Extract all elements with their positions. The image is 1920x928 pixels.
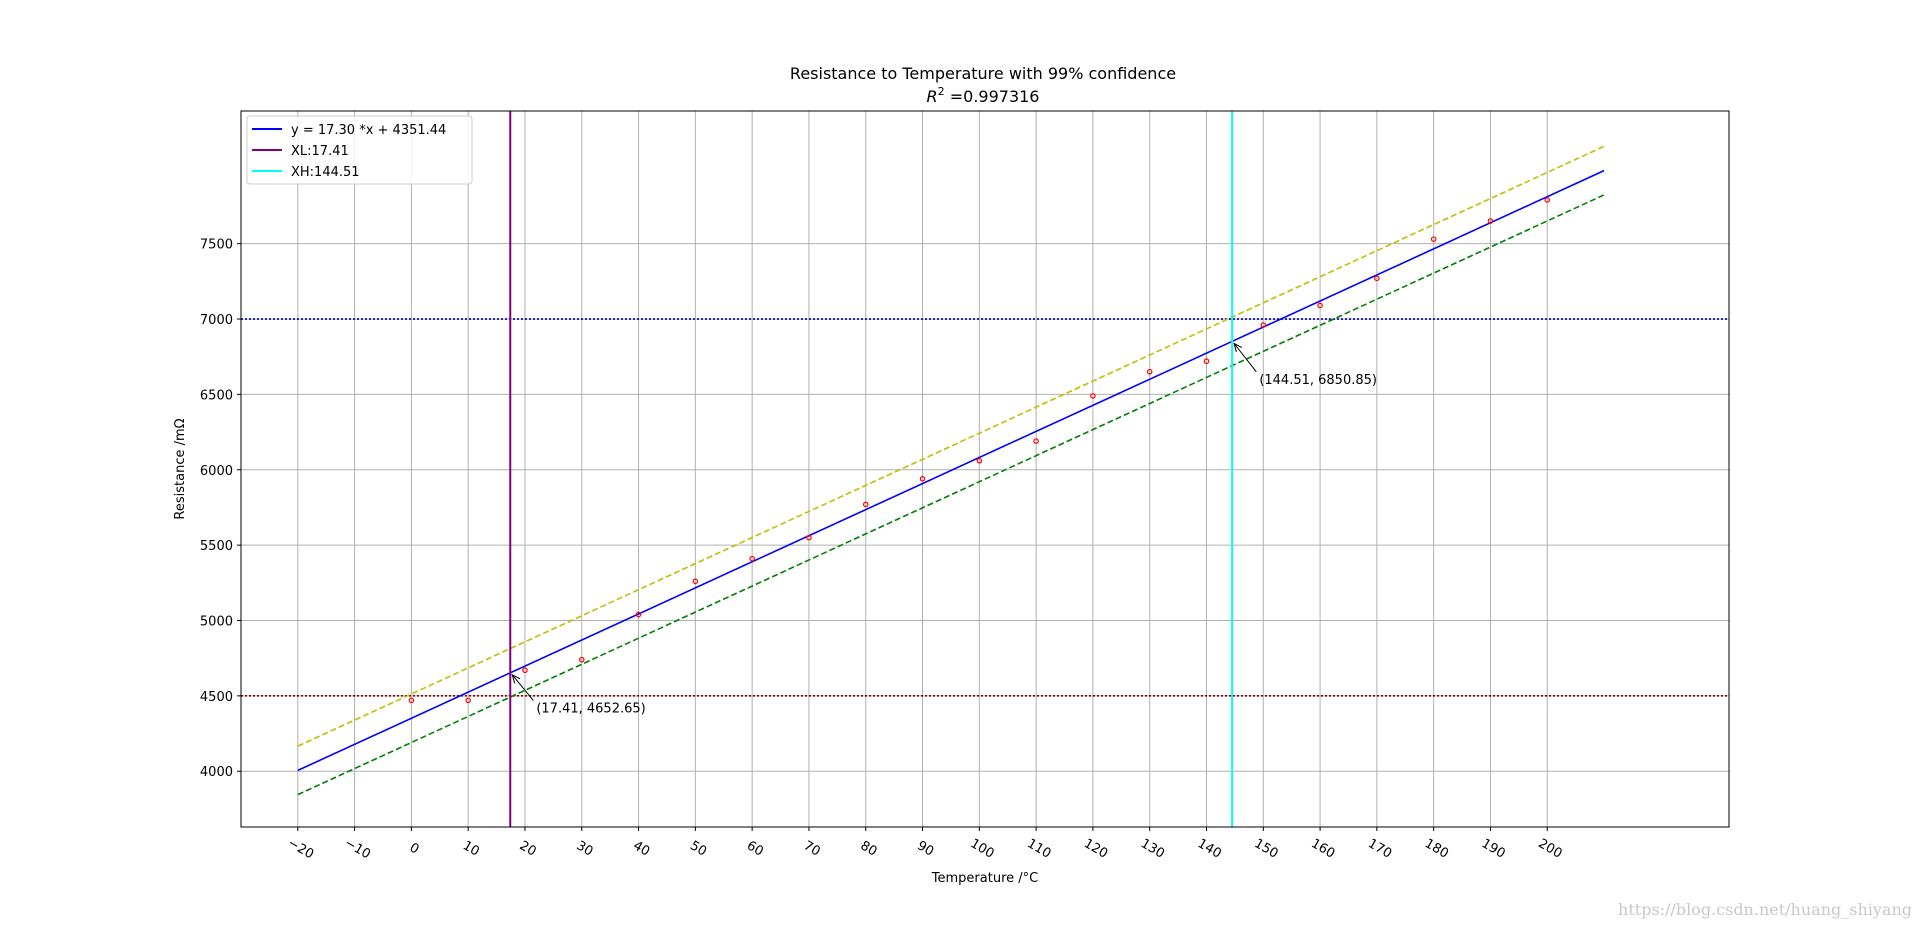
- chart-title-text: Resistance to Temperature with 99% confi…: [790, 64, 1176, 83]
- annotation-arrow-shaft: [511, 674, 534, 701]
- x-tick-label: 80: [858, 838, 880, 859]
- legend: y = 17.30 *x + 4351.44 XL:17.41 XH:144.5…: [246, 115, 473, 185]
- data-point: [465, 697, 471, 704]
- data-point: [862, 501, 869, 508]
- data-point: [1203, 358, 1210, 365]
- r-squared-superscript: 2: [938, 85, 945, 98]
- chart-subtitle: R2 =0.997316: [927, 85, 1040, 106]
- data-point: [1487, 218, 1494, 224]
- data-point: [1544, 197, 1551, 203]
- y-tick-label: 6000: [200, 464, 233, 479]
- data-point: [578, 656, 585, 663]
- confidence-bands: [297, 145, 1605, 796]
- y-tick-label: 4000: [200, 765, 233, 780]
- vertical-reference-lines: [509, 111, 1234, 827]
- x-tick-label: 60: [744, 838, 766, 859]
- data-point: [1317, 302, 1323, 309]
- data-point: [1090, 393, 1096, 399]
- y-tick-label: 6500: [200, 388, 233, 403]
- annotation-arrow-shaft: [1233, 343, 1257, 373]
- y-axis-label: Resistance /mΩ: [173, 418, 188, 519]
- y-tick-label: 5000: [200, 614, 233, 629]
- annotation-arrow-head: [1233, 342, 1243, 353]
- y-tick-label: 7000: [200, 313, 233, 328]
- data-point: [1146, 368, 1153, 375]
- data-point: [976, 457, 983, 464]
- data-point: [408, 697, 415, 704]
- x-tick-label: 30: [574, 838, 596, 859]
- legend-label-xl: XL:17.41: [291, 144, 349, 159]
- y-axis-ticks: 4000 4500 5000 5500 6000 6500 7000 7500: [200, 238, 241, 780]
- horizontal-reference-lines: [241, 318, 1729, 697]
- y-tick-label: 7500: [200, 238, 233, 253]
- y-tick-label: 4500: [200, 690, 233, 705]
- annotations: (17.41, 4652.65) (144.51, 6850.85): [511, 342, 1377, 716]
- chart-title: Resistance to Temperature with 99% confi…: [790, 64, 1176, 106]
- x-tick-label: 20: [517, 838, 539, 859]
- data-point: [749, 555, 755, 562]
- y-tick-label: 5500: [200, 539, 233, 554]
- x-tick-label: 70: [801, 838, 823, 859]
- data-point: [1033, 438, 1039, 444]
- grid: [241, 111, 1729, 827]
- data-point: [1260, 322, 1267, 328]
- fit-line: [297, 169, 1605, 772]
- annotation-label: (17.41, 4652.65): [536, 701, 645, 716]
- data-point: [522, 667, 528, 674]
- r-squared-symbol: R: [927, 87, 938, 106]
- data-point: [635, 611, 642, 618]
- data-point: [1430, 236, 1437, 242]
- lower-confidence-band: [297, 194, 1605, 796]
- data-points: [408, 197, 1551, 704]
- data-point: [806, 534, 812, 541]
- legend-box: [246, 115, 473, 185]
- data-point: [692, 578, 699, 585]
- annotation-label: (144.51, 6850.85): [1259, 373, 1377, 388]
- annotation-arrow-head: [511, 673, 521, 684]
- data-point: [1374, 275, 1380, 282]
- x-tick-label: 90: [914, 838, 936, 859]
- upper-confidence-band: [297, 145, 1605, 747]
- x-tick-label: 50: [687, 838, 709, 859]
- legend-label-fit-line: y = 17.30 *x + 4351.44: [291, 123, 446, 138]
- r-squared-value: =0.997316: [945, 87, 1040, 106]
- fit-line-layer: [297, 169, 1605, 772]
- legend-label-xh: XH:144.51: [291, 165, 360, 180]
- watermark: https://blog.csdn.net/huang_shiyang: [1618, 900, 1912, 919]
- x-tick-label: 10: [460, 838, 482, 859]
- x-axis-label: Temperature /°C: [931, 871, 1038, 886]
- data-point: [919, 475, 926, 482]
- x-tick-label: 40: [630, 838, 652, 859]
- plot-area-frame: [240, 110, 1730, 828]
